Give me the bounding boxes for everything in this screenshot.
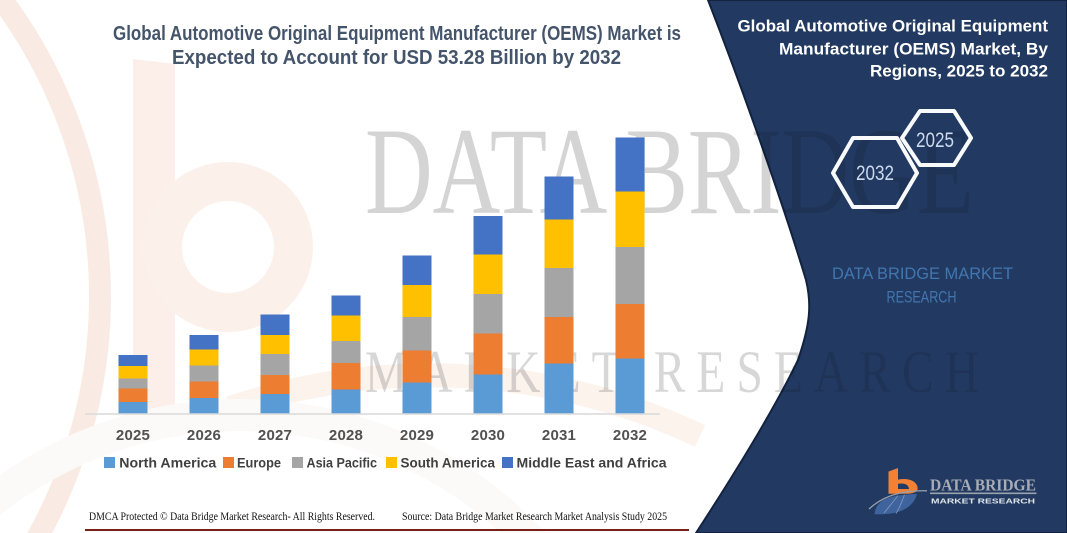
svg-text:MARKET RESEARCH: MARKET RESEARCH [365, 339, 990, 405]
svg-text:Manufacturer (OEMS) Market, By: Manufacturer (OEMS) Market, By [779, 41, 1049, 59]
svg-text:Global Automotive Original Equ: Global Automotive Original Equipment [738, 18, 1049, 36]
svg-text:Source: Data Bridge Market Res: Source: Data Bridge Market Research Mark… [402, 511, 667, 523]
svg-text:DATA BRIDGE: DATA BRIDGE [365, 103, 974, 240]
svg-text:2027: 2027 [258, 427, 292, 444]
svg-text:Asia Pacific: Asia Pacific [307, 456, 378, 471]
svg-text:RESEARCH: RESEARCH [887, 288, 957, 307]
svg-text:MARKET RESEARCH: MARKET RESEARCH [931, 497, 1035, 506]
svg-text:2026: 2026 [187, 427, 221, 444]
svg-text:Europe: Europe [237, 456, 281, 471]
svg-text:2028: 2028 [329, 427, 363, 444]
svg-text:2031: 2031 [542, 427, 576, 444]
svg-text:2025: 2025 [916, 129, 954, 152]
svg-text:DMCA Protected © Data Bridge M: DMCA Protected © Data Bridge Market Rese… [89, 511, 375, 523]
svg-text:DATA BRIDGE MARKET: DATA BRIDGE MARKET [832, 264, 1013, 283]
svg-text:Middle East and Africa: Middle East and Africa [517, 456, 668, 471]
svg-text:2032: 2032 [856, 162, 894, 185]
svg-text:South America: South America [401, 456, 496, 471]
svg-text:Expected to Account for USD 53: Expected to Account for USD 53.28 Billio… [172, 47, 621, 69]
svg-text:Global Automotive Original Equ: Global Automotive Original Equipment Man… [113, 23, 681, 45]
svg-text:DATA BRIDGE: DATA BRIDGE [930, 476, 1036, 495]
svg-text:2029: 2029 [400, 427, 434, 444]
svg-text:2032: 2032 [613, 427, 647, 444]
svg-text:Regions, 2025 to 2032: Regions, 2025 to 2032 [870, 63, 1048, 81]
svg-text:2025: 2025 [116, 427, 150, 444]
svg-text:North America: North America [119, 456, 217, 471]
svg-text:2030: 2030 [471, 427, 505, 444]
